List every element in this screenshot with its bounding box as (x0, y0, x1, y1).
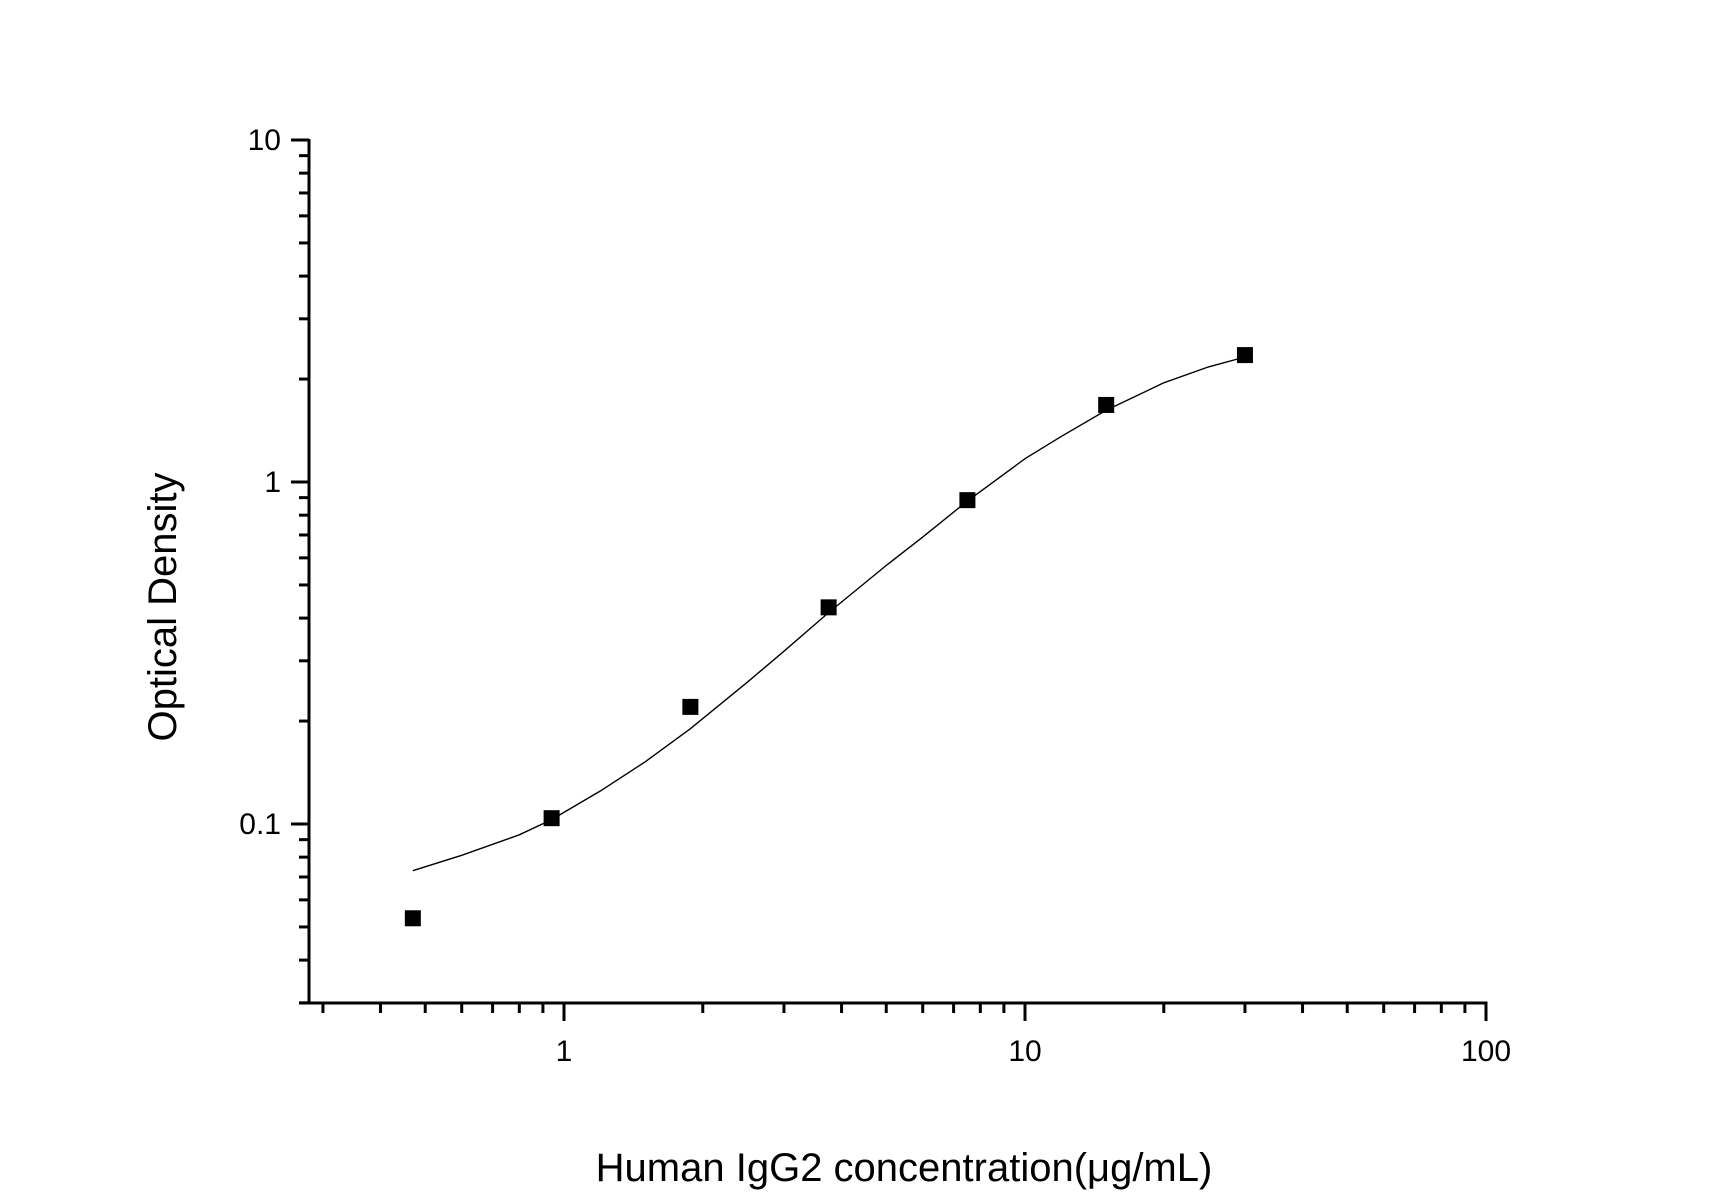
x-tick-label: 100 (1461, 1035, 1511, 1068)
data-point-square-marker (959, 492, 976, 509)
y-axis: 0.1 1 10 (239, 124, 311, 1005)
y-tick-label: 1 (264, 466, 281, 499)
x-tick-label: 1 (556, 1035, 573, 1068)
data-point-square-marker (543, 810, 560, 827)
y-tick-label: 10 (248, 124, 281, 157)
y-axis-title: Optical Density (141, 473, 185, 742)
data-point-square-marker (1098, 396, 1115, 413)
y-tick-label: 0.1 (239, 808, 281, 841)
data-point-square-marker (1236, 347, 1253, 364)
x-axis: 1 10 100 (307, 1001, 1511, 1068)
x-tick-label: 10 (1008, 1035, 1041, 1068)
x-axis-title: Human IgG2 concentration(μg/mL) (596, 1146, 1213, 1190)
data-point-square-marker (682, 698, 699, 715)
data-point-square-marker (820, 599, 837, 616)
data-point-square-marker (404, 910, 421, 927)
data-points (404, 347, 1253, 927)
